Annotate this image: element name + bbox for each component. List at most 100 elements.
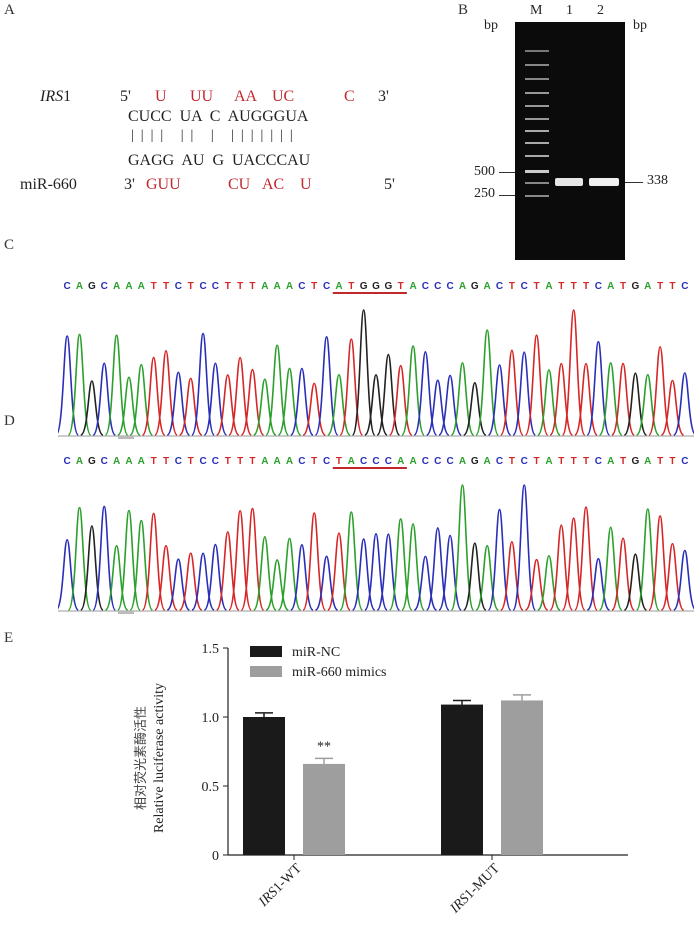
ladder-band: [525, 130, 549, 132]
base-letter: T: [534, 456, 540, 467]
base-letter: G: [632, 281, 640, 292]
trace-peak: [475, 544, 500, 611]
trace-peak: [598, 526, 623, 611]
panel-label-e: E: [4, 630, 14, 646]
sample-band-1: [555, 178, 583, 186]
base-letter: A: [286, 281, 293, 292]
base-letter: T: [151, 281, 157, 292]
base-letter: A: [644, 281, 651, 292]
trace-peak: [623, 553, 648, 611]
base-letter: A: [348, 456, 355, 467]
base-letter: T: [398, 281, 404, 292]
ladder-band: [525, 155, 549, 157]
five-prime-bottom: 5': [384, 176, 395, 193]
legend-label: miR-NC: [292, 645, 340, 660]
chart-legend: miR-NC miR-660 mimics: [250, 645, 387, 680]
bottom-red-2: CU: [228, 176, 251, 193]
bp-label-left: bp: [484, 18, 498, 33]
gel-image: [515, 22, 625, 260]
base-letter: C: [681, 281, 688, 292]
y-tick-label: 0.5: [202, 780, 220, 795]
base-letter: T: [571, 456, 577, 467]
top-red-1: U: [155, 88, 167, 105]
marker-500-label: 500: [474, 164, 495, 179]
base-letter: C: [298, 281, 305, 292]
base-letter: T: [583, 281, 589, 292]
base-letter: G: [360, 281, 368, 292]
base-letter: T: [509, 281, 515, 292]
base-letter: G: [384, 281, 392, 292]
luciferase-chart: 0 0.5 1.0 1.5 IRS1-WT IRS1-MUT ** miR-NC miR-6…: [140, 636, 700, 930]
base-letter: C: [212, 281, 219, 292]
y-axis-title-cn: 相对荧光素酶活性: [134, 706, 149, 811]
trace-peak: [512, 484, 537, 611]
sample-band-2: [589, 178, 619, 186]
trace-peak: [487, 508, 512, 611]
bar: [243, 717, 285, 855]
trace-peak: [413, 351, 438, 436]
base-letter: T: [336, 456, 342, 467]
trace-peak: [635, 373, 660, 436]
trace-peak: [252, 378, 277, 436]
trace-peak: [648, 346, 673, 436]
base-letter: T: [163, 281, 169, 292]
base-letter: C: [175, 281, 182, 292]
trace-peak: [339, 511, 364, 611]
lane-label-marker: M: [530, 3, 543, 18]
base-letter: T: [534, 281, 540, 292]
base-letter: T: [620, 281, 626, 292]
base-letter: A: [261, 281, 268, 292]
trace-peak: [67, 506, 92, 611]
trace-peak: [574, 506, 598, 611]
base-letter: T: [188, 456, 194, 467]
base-letter: A: [113, 456, 120, 467]
trace-peak: [351, 309, 376, 436]
ladder-band: [525, 118, 549, 120]
legend-swatch: [250, 646, 282, 657]
ladder-band: [525, 142, 549, 144]
base-letter: A: [261, 456, 268, 467]
trace-peak: [178, 377, 203, 436]
bar: [441, 704, 483, 855]
base-letter: C: [199, 281, 206, 292]
base-letter: A: [125, 281, 132, 292]
base-letter: T: [583, 456, 589, 467]
trace-peak: [327, 373, 351, 436]
trace-peak: [499, 540, 524, 611]
trace-peak: [55, 538, 80, 611]
bar: [501, 700, 543, 855]
band-size-tick: [625, 182, 643, 183]
base-letter: C: [175, 456, 182, 467]
y-tick-label: 0: [212, 849, 219, 864]
base-letter: C: [385, 456, 392, 467]
base-letter: A: [335, 281, 342, 292]
base-letter: T: [558, 456, 564, 467]
scroll-marker: [118, 611, 134, 614]
trace-peak: [561, 309, 586, 436]
trace-peak: [401, 523, 425, 611]
ladder-band: [525, 182, 549, 184]
top-red-5: C: [344, 88, 355, 105]
panel-label-a: A: [4, 2, 15, 18]
base-letter: A: [274, 456, 281, 467]
y-axis-title-en: Relative luciferase activity: [152, 682, 167, 834]
bar-chart-svg: 0 0.5 1.0 1.5 IRS1-WT IRS1-MUT ** miR-NC miR-6…: [202, 642, 628, 917]
ladder-band: [525, 50, 549, 52]
base-letter: T: [558, 281, 564, 292]
ladder-band: [525, 105, 549, 107]
marker-250-label: 250: [474, 186, 495, 201]
trace-peak: [265, 559, 290, 611]
trace-peak: [376, 353, 401, 436]
base-letter: A: [286, 456, 293, 467]
base-letter: T: [620, 456, 626, 467]
trace-peak: [672, 372, 697, 436]
base-letter: A: [138, 456, 145, 467]
trace-peak: [586, 340, 611, 436]
trace-peak: [524, 334, 549, 436]
bottom-pair-sequence: GAGG AU G UACCCAU: [128, 152, 311, 169]
panel-label-b: B: [458, 2, 469, 18]
base-letter: C: [422, 456, 429, 467]
legend-swatch: [250, 666, 282, 677]
base-letter: T: [163, 456, 169, 467]
